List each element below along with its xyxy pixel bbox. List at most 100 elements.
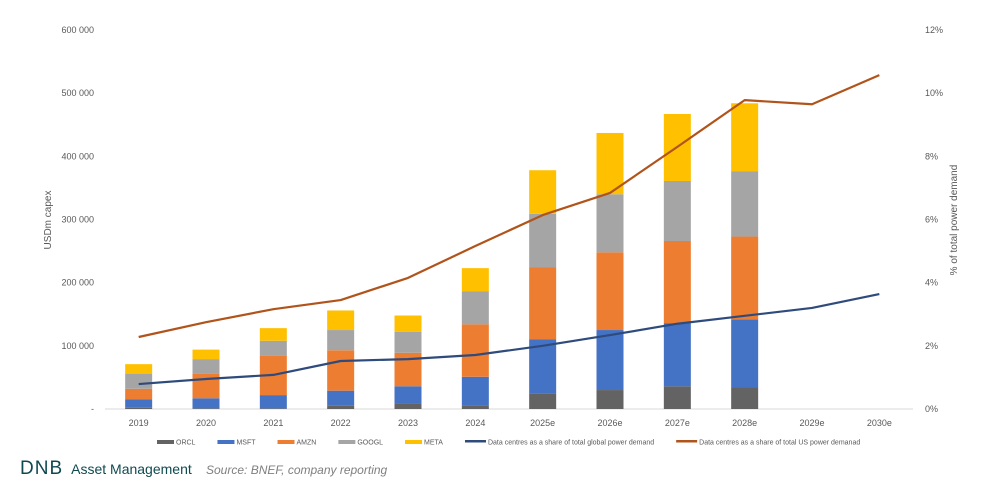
bar-msft-2023	[394, 386, 422, 404]
x-tick-label: 2020	[196, 418, 216, 428]
bar-msft-2019	[125, 399, 153, 408]
bar-msft-2022	[327, 390, 355, 406]
bar-meta-2023	[394, 315, 422, 332]
y-tick-label: 600 000	[61, 25, 94, 35]
y2-tick-label: 0%	[925, 404, 938, 414]
y-tick-label: 500 000	[61, 88, 94, 98]
bar-amzn-2025e	[529, 267, 557, 340]
bar-msft-2027e	[663, 323, 691, 387]
x-tick-label: 2022	[331, 418, 351, 428]
bar-meta-2022	[327, 310, 355, 331]
bar-googl-2022	[327, 330, 355, 351]
bar-msft-2028e	[731, 319, 759, 388]
left-axis-ticks: - 100 000 200 000 300 000 400 000 500 000 600 …	[61, 25, 94, 414]
bar-orcl-2021	[259, 408, 287, 409]
legend-swatch-6	[676, 440, 698, 443]
bar-meta-2024	[461, 268, 489, 292]
bar-orcl-2020	[192, 408, 220, 409]
legend-label: ORCL	[176, 440, 196, 447]
y2-axis-label: % of total power demand	[949, 165, 960, 276]
y2-tick-label: 8%	[925, 151, 938, 161]
y-axis-label: USDm capex	[43, 191, 54, 250]
x-tick-label: 2030e	[867, 418, 892, 428]
bar-googl-2021	[259, 340, 287, 356]
legend-swatch-1	[217, 440, 235, 444]
chart: - 100 000 200 000 300 000 400 000 500 000 600 …	[43, 25, 960, 447]
bar-googl-2025e	[529, 213, 557, 268]
bar-meta-2019	[125, 364, 153, 374]
bar-googl-2027e	[663, 180, 691, 241]
logo-mark: DNB	[20, 458, 64, 479]
bar-amzn-2028e	[731, 236, 759, 320]
bar-amzn-2027e	[663, 240, 691, 324]
x-tick-label: 2021	[263, 418, 283, 428]
bar-orcl-2028e	[731, 387, 759, 409]
legend: ORCL MSFT AMZN GOOGL META Data centres as a s…	[157, 440, 860, 447]
y-tick-label: 200 000	[61, 278, 94, 288]
source-note: Source: BNEF, company reporting	[206, 463, 388, 477]
legend-label: META	[424, 440, 443, 447]
legend-label: Data centres as a share of total global …	[488, 440, 654, 447]
y-tick-label: -	[91, 404, 94, 414]
bar-googl-2023	[394, 331, 422, 353]
legend-label: MSFT	[236, 440, 256, 447]
legend-swatch-3	[338, 440, 356, 444]
bar-orcl-2024	[461, 405, 489, 409]
bars	[125, 103, 759, 409]
bar-googl-2028e	[731, 171, 759, 237]
y2-tick-label: 10%	[925, 88, 943, 98]
legend-swatch-2	[277, 440, 295, 444]
bar-orcl-2026e	[596, 390, 624, 409]
right-axis-ticks: 0% 2% 4% 6% 8% 10% 12%	[925, 25, 943, 414]
bar-meta-2028e	[731, 103, 759, 172]
x-tick-label: 2029e	[799, 418, 824, 428]
bar-googl-2024	[461, 291, 489, 325]
bar-googl-2019	[125, 373, 153, 389]
bar-googl-2020	[192, 359, 220, 374]
bar-orcl-2023	[394, 403, 422, 409]
bar-amzn-2022	[327, 350, 355, 391]
bar-meta-2021	[259, 328, 287, 341]
lines	[138, 74, 880, 386]
us-share-line	[138, 74, 880, 339]
bar-orcl-2022	[327, 405, 355, 409]
global-share-line	[138, 292, 880, 386]
legend-label: AMZN	[297, 440, 317, 447]
x-tick-label: 2027e	[665, 418, 690, 428]
bar-msft-2024	[461, 376, 489, 406]
x-tick-label: 2023	[398, 418, 418, 428]
x-tick-label: 2026e	[597, 418, 622, 428]
bar-orcl-2019	[125, 407, 153, 409]
dnb-logo: DNB Asset Management	[20, 458, 192, 480]
bar-msft-2021	[259, 395, 287, 409]
x-tick-label: 2028e	[732, 418, 757, 428]
bar-orcl-2027e	[663, 386, 691, 409]
y2-tick-label: 4%	[925, 278, 938, 288]
bar-orcl-2025e	[529, 393, 557, 409]
logo-text: Asset Management	[71, 461, 192, 477]
bar-msft-2025e	[529, 339, 557, 394]
bar-amzn-2026e	[596, 252, 624, 331]
bar-msft-2026e	[596, 330, 624, 391]
x-tick-label: 2024	[465, 418, 485, 428]
legend-swatch-5	[464, 440, 486, 443]
legend-label: Data centres as a share of total US powe…	[699, 440, 860, 447]
bar-googl-2026e	[596, 194, 624, 253]
y2-tick-label: 12%	[925, 25, 943, 35]
y-tick-label: 300 000	[61, 215, 94, 225]
bar-amzn-2019	[125, 388, 153, 400]
bar-amzn-2024	[461, 324, 489, 377]
y2-tick-label: 6%	[925, 215, 938, 225]
bar-msft-2020	[192, 398, 220, 409]
x-axis-ticks: 2019 2020 2021 2022 2023 2024 2025e 2026e 2027e 2…	[129, 418, 892, 428]
legend-label: GOOGL	[357, 440, 383, 447]
x-tick-label: 2019	[129, 418, 149, 428]
y-tick-label: 100 000	[61, 341, 94, 351]
legend-swatch-0	[157, 440, 174, 444]
y-tick-label: 400 000	[61, 151, 94, 161]
bar-meta-2020	[192, 349, 220, 360]
legend-swatch-4	[405, 440, 423, 444]
x-tick-label: 2025e	[530, 418, 555, 428]
bar-meta-2026e	[596, 132, 624, 195]
y2-tick-label: 2%	[925, 341, 938, 351]
